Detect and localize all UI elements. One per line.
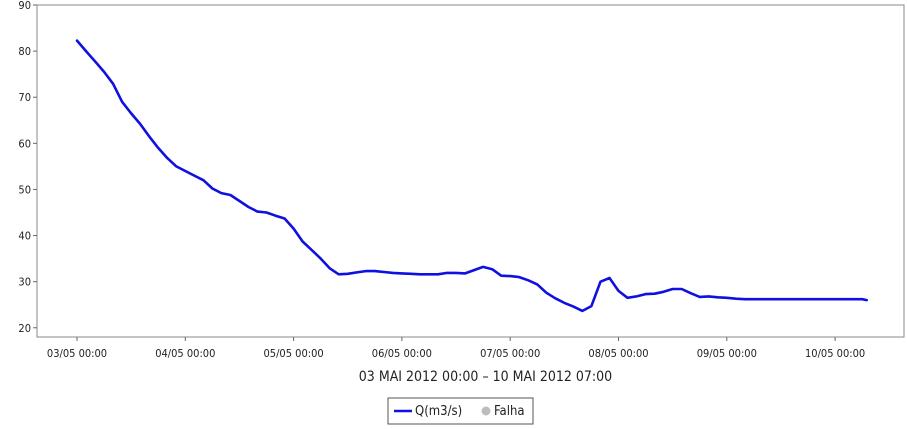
x-tick-label: 04/05 00:00 bbox=[155, 347, 215, 360]
x-axis-ticks: 03/05 00:00 04/05 00:00 05/05 00:00 06/05 0… bbox=[47, 337, 865, 360]
legend-label: Falha bbox=[494, 404, 525, 419]
x-tick-label: 03/05 00:00 bbox=[47, 347, 107, 360]
legend-swatch-dot bbox=[481, 406, 491, 416]
y-tick-label: 70 bbox=[18, 91, 31, 104]
legend-box bbox=[387, 397, 534, 425]
x-tick-label: 05/05 00:00 bbox=[264, 347, 324, 360]
legend-label: Q(m3/s) bbox=[415, 404, 462, 419]
x-axis-title: 03 MAI 2012 00:00 – 10 MAI 2012 07:00 bbox=[359, 369, 612, 385]
axes bbox=[36, 4, 905, 338]
legend[interactable]: Q(m3/s) Falha bbox=[387, 397, 534, 425]
y-tick-label: 30 bbox=[18, 276, 31, 289]
x-tick-label: 06/05 00:00 bbox=[372, 347, 432, 360]
y-tick-label: 20 bbox=[18, 322, 31, 335]
y-tick-label: 40 bbox=[18, 230, 31, 243]
y-tick-label: 50 bbox=[18, 183, 31, 196]
x-tick-label: 08/05 00:00 bbox=[588, 347, 648, 360]
x-tick-label: 09/05 00:00 bbox=[697, 347, 757, 360]
series-group bbox=[75, 39, 869, 313]
plot-area bbox=[36, 4, 905, 338]
y-tick-label: 90 bbox=[18, 0, 31, 12]
x-tick-label: 10/05 00:00 bbox=[805, 347, 865, 360]
y-tick-label: 60 bbox=[18, 137, 31, 150]
y-axis-ticks: 20 30 40 50 60 70 80 90 bbox=[18, 0, 37, 335]
y-tick-label: 80 bbox=[18, 45, 31, 58]
series-line-0 bbox=[75, 39, 869, 313]
x-tick-label: 07/05 00:00 bbox=[480, 347, 540, 360]
